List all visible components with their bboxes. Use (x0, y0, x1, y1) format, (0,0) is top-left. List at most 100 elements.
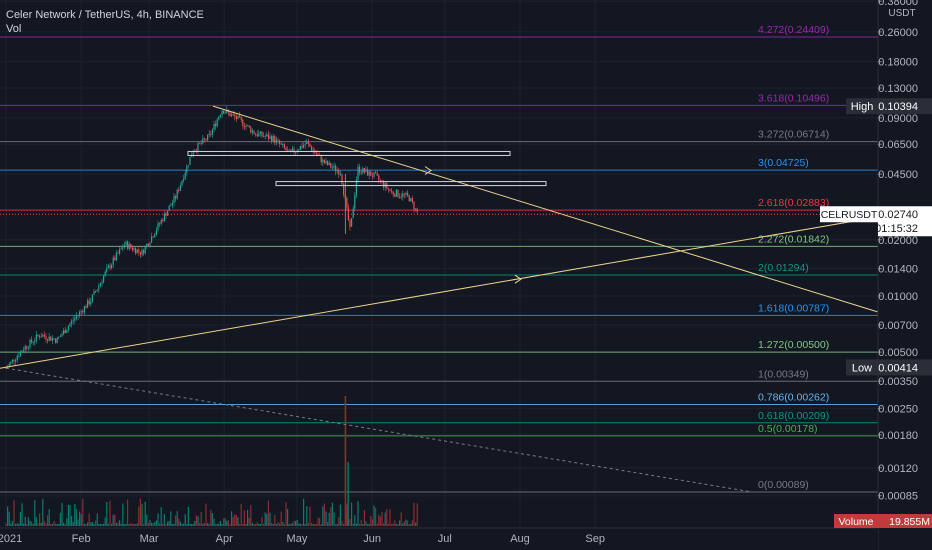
time-axis-bg (0, 528, 878, 550)
fib-level-label: 0.786(0.00262) (758, 391, 829, 403)
candle-body (219, 114, 221, 117)
candle-body (248, 125, 250, 128)
volume-bar (80, 514, 82, 526)
chart-legend: Celer Network / TetherUS, 4h, BINANCE Vo… (6, 8, 204, 36)
volume-bar (63, 522, 65, 526)
candle-body (272, 136, 274, 142)
price-tick-label: 0.00350 (878, 376, 918, 388)
candle-body (125, 241, 127, 245)
candle-body (383, 181, 385, 188)
drawings[interactable] (0, 105, 879, 493)
candle-body (210, 133, 212, 135)
volume-bar (88, 513, 90, 526)
candle-body (339, 174, 341, 176)
volume-bar (98, 523, 100, 526)
candle-body (74, 318, 76, 321)
candle-body (136, 249, 138, 254)
volume-bar (167, 521, 169, 526)
candle-body (53, 338, 55, 340)
volume-bar (26, 523, 28, 526)
low-price-tag-bg (878, 359, 932, 376)
price-tick-label: 0.06500 (878, 139, 918, 151)
candle-body (112, 257, 114, 265)
volume-bar (56, 524, 58, 526)
last-price-tag-bg (878, 206, 932, 237)
candle-body (205, 139, 207, 141)
volume-bar (165, 523, 167, 526)
volume-bar (27, 516, 29, 526)
volume-bar (410, 523, 412, 526)
volume-bar (413, 502, 415, 526)
price-tick-label: 0.38000 (878, 0, 918, 8)
candle-body (16, 356, 18, 361)
fib-level-label: 2.272(0.01842) (758, 233, 829, 245)
candle-body (266, 134, 268, 137)
volume-bar (95, 520, 97, 526)
volume-bar (184, 514, 186, 526)
volume-bar (162, 523, 164, 526)
candle-body (171, 202, 173, 206)
time-axis[interactable]: 2021 Feb Mar Apr May Jun Jul Aug Sep (0, 527, 878, 550)
volume-bar (272, 523, 274, 526)
volume-bar (127, 499, 129, 526)
candle-body (155, 230, 157, 235)
candle-body (395, 190, 397, 197)
price-tick-label: 0.13000 (878, 83, 918, 95)
volume-bar (296, 519, 298, 526)
candle-body (189, 156, 191, 166)
price-axis[interactable]: 0.38000 0.26000 0.18000 0.13000 0.09000 0.065… (877, 0, 932, 550)
volume-bar (138, 506, 140, 526)
candle-body (416, 208, 418, 212)
volume-bar (251, 522, 253, 526)
time-tick-label: Aug (510, 533, 530, 545)
candle-body (330, 162, 332, 168)
price-tick-label: 0.02000 (878, 235, 918, 247)
fib-level-label: 3.618(0.10496) (758, 92, 829, 104)
fib-extension[interactable]: 4.272(0.24409) 3.618(0.10496) 3.272(0.0671… (0, 24, 878, 493)
candle-body (387, 188, 389, 190)
volume-bar (8, 511, 10, 526)
candle-body (287, 149, 289, 151)
candle-body (256, 134, 258, 137)
candle-body (378, 175, 380, 180)
candle-body (91, 294, 93, 302)
volume-bar (23, 523, 25, 526)
fib-level-label: 1.618(0.00787) (758, 302, 829, 314)
volume-bar (384, 512, 386, 526)
candle-body (186, 165, 188, 173)
volume-bar (64, 523, 66, 526)
volume-bar (389, 509, 391, 526)
candle-body (320, 155, 322, 163)
trendline-arrow (424, 166, 432, 175)
ascending-trendline (0, 216, 879, 369)
volume-bar (259, 523, 261, 526)
candle-body (282, 144, 284, 146)
volume-bar (256, 522, 258, 526)
candle-body (143, 250, 145, 254)
price-tick-label: 0.04500 (878, 169, 918, 181)
fib-level-label: 0.5(0.00178) (758, 423, 818, 435)
symbol-tag-bg (820, 206, 878, 223)
volume-bar (323, 503, 325, 526)
bar-countdown: 01:15:32 (875, 223, 918, 235)
volume-indicator-label[interactable]: Vol (6, 23, 22, 35)
candle-body (365, 169, 367, 173)
volume-bar (32, 523, 34, 526)
candle-body (304, 144, 306, 146)
volume-bar (213, 518, 215, 526)
candle-body (301, 145, 303, 148)
volume-bar (351, 502, 353, 526)
volume-bar (248, 517, 250, 526)
candle-body (357, 166, 359, 180)
volume-bar (242, 523, 244, 526)
volume-bar (128, 523, 130, 526)
volume-bar (261, 517, 263, 526)
candle-body (224, 112, 226, 114)
candle-body (258, 133, 260, 137)
candle-body (111, 264, 113, 269)
volume-bar (269, 512, 271, 526)
volume-bar (415, 522, 417, 526)
candle-body (397, 190, 399, 197)
volume-bar (146, 514, 148, 526)
